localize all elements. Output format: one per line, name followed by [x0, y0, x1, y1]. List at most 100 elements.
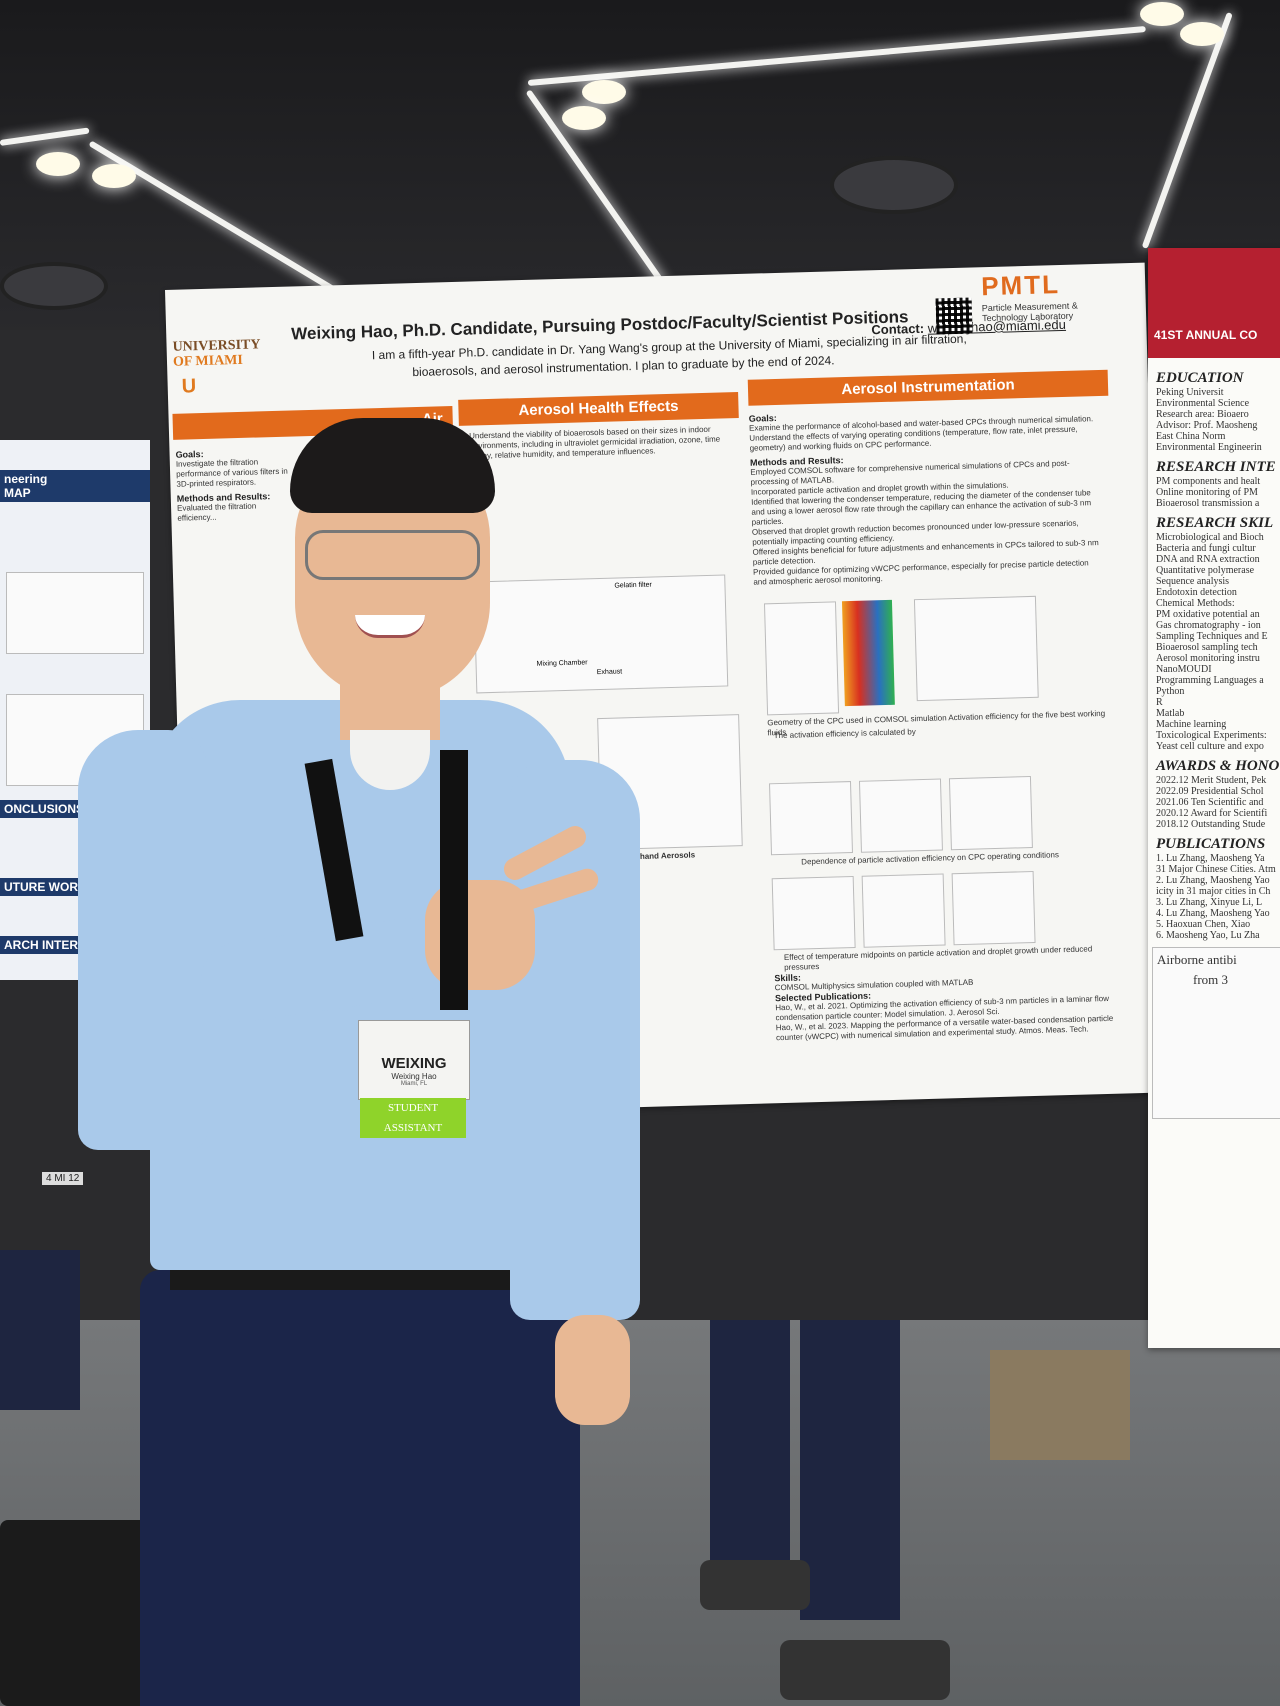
- right-poster-line: Quantitative polymerase: [1156, 565, 1255, 576]
- name-badge: WEIXING Weixing Hao Miami, FL: [358, 1020, 470, 1100]
- right-poster-line: Endotoxin detection: [1156, 587, 1237, 598]
- sneaker: [700, 1560, 810, 1610]
- right-poster-section-title: PUBLICATIONS: [1156, 836, 1266, 852]
- right-poster-section-title: RESEARCH INTE: [1156, 459, 1276, 475]
- right-poster-line: Bioaerosol sampling tech: [1156, 642, 1258, 653]
- right-poster-line: Yeast cell culture and expo: [1156, 741, 1264, 752]
- right-poster-line: 2020.12 Award for Scientifi: [1156, 808, 1268, 819]
- right-poster-line: Programming Languages a: [1156, 675, 1264, 686]
- right-poster-line: Toxicological Experiments:: [1156, 730, 1267, 741]
- right-poster-line: Peking Universit: [1156, 387, 1224, 398]
- right-poster-line: East China Norm: [1156, 431, 1226, 442]
- right-poster-line: Research area: Bioaero: [1156, 409, 1249, 420]
- right-poster-line: 2. Lu Zhang, Maosheng Yao: [1156, 875, 1270, 886]
- right-poster-line: PM oxidative potential an: [1156, 609, 1260, 620]
- person-pants: [140, 1270, 580, 1706]
- operating-conditions-plot: [948, 776, 1033, 851]
- setup-label-exhaust: Exhaust: [596, 668, 623, 677]
- activation-efficiency-plot: [913, 595, 1039, 702]
- middle-column-text: Understand the viability of bioaerosols …: [469, 424, 740, 462]
- university-line1: UNIVERSITY: [172, 337, 261, 355]
- right-poster-line: Gas chromatography - ion: [1156, 620, 1261, 631]
- badge-location: Miami, FL: [400, 1081, 428, 1087]
- right-poster-line: 2018.12 Outstanding Stude: [1156, 819, 1266, 830]
- right-poster-line: Bioaerosol transmission a: [1156, 498, 1260, 509]
- badge-ribbon: STUDENT ASSISTANT: [360, 1098, 466, 1138]
- temperature-plot: [861, 873, 946, 948]
- figure-title-line2: from 3: [1193, 972, 1229, 987]
- right-poster-line: Microbiological and Bioch: [1156, 532, 1264, 543]
- right-poster-line: Aerosol monitoring instru: [1156, 653, 1260, 664]
- left-poster-chart: [6, 572, 144, 654]
- ceiling-spotlight: [562, 106, 606, 130]
- qr-code: [935, 297, 973, 335]
- cpc-geometry-figure: [763, 601, 840, 716]
- person-left-arm: [78, 730, 208, 1150]
- right-poster-line: 2022.12 Merit Student, Pek: [1156, 775, 1267, 786]
- contact-label: Contact:: [871, 320, 925, 338]
- ceiling-spotlight: [1140, 2, 1184, 26]
- right-poster-line: 1. Lu Zhang, Maosheng Ya: [1156, 853, 1265, 864]
- conference-banner: 41ST ANNUAL CO: [1148, 248, 1280, 358]
- figure-title-line1: Airborne antibi: [1157, 952, 1237, 967]
- ceiling-spotlight: [92, 164, 136, 188]
- setup-label-gelatin-filter: Gelatin filter: [614, 581, 652, 590]
- lab-name: Particle Measurement & Technology Labora…: [982, 301, 1079, 324]
- banner-aerosol-instrumentation: Aerosol Instrumentation: [747, 369, 1109, 406]
- experimental-setup-diagram: Mixing Chamber Gelatin filter Exhaust: [473, 574, 729, 694]
- university-u-logo: U: [181, 375, 197, 398]
- left-poster-header-line1: neering: [4, 472, 48, 486]
- cpc-simulation-heatmap: [841, 599, 895, 707]
- right-poster-line: R: [1156, 697, 1163, 708]
- university-wordmark: UNIVERSITY OF MIAMI: [172, 337, 261, 369]
- right-poster-line: 4. Lu Zhang, Maosheng Yao: [1156, 908, 1270, 919]
- operating-conditions-plot: [769, 781, 853, 856]
- background-person-legs: [800, 1320, 900, 1620]
- right-poster-line: Python: [1156, 686, 1185, 697]
- middle-goals-text: Understand the viability of bioaerosols …: [469, 424, 721, 461]
- right-poster-line: 3. Lu Zhang, Xinyue Li, L: [1156, 897, 1263, 908]
- person-hair: [290, 418, 495, 513]
- left-goals-text: Investigate the filtration performance o…: [175, 457, 288, 489]
- right-poster-line: DNA and RNA extraction: [1156, 554, 1260, 565]
- right-poster-sections: EDUCATION Peking Universit Environmental S…: [1148, 358, 1280, 941]
- right-poster-line: icity in 31 major cities in Ch: [1156, 886, 1271, 897]
- right-poster-line: 6. Maosheng Yao, Lu Zha: [1156, 930, 1260, 941]
- right-poster-section-title: RESEARCH SKIL: [1156, 515, 1274, 531]
- right-poster-line: Environmental Engineerin: [1156, 442, 1262, 453]
- left-column-text: Goals: Investigate the filtration perfor…: [175, 446, 297, 523]
- banner-aerosol-health-effects: Aerosol Health Effects: [458, 392, 739, 426]
- ceiling-spotlight: [36, 152, 80, 176]
- right-poster-line: 2021.06 Ten Scientific and: [1156, 797, 1264, 808]
- temperature-plot: [771, 876, 856, 951]
- operating-conditions-plot: [858, 778, 943, 853]
- left-methods-text: Evaluated the filtration efficiency...: [176, 501, 257, 523]
- sneaker: [780, 1640, 950, 1700]
- ceiling-spotlight: [1180, 22, 1224, 46]
- temperature-plot: [951, 870, 1036, 946]
- left-poster-header: neering MAP: [0, 470, 150, 502]
- right-poster-line: NanoMOUDI: [1156, 664, 1212, 675]
- right-poster-line: Advisor: Prof. Maosheng: [1156, 420, 1258, 431]
- ceiling-vent: [830, 156, 958, 214]
- setup-label-mixing-chamber: Mixing Chamber: [536, 659, 588, 668]
- conference-title: 41ST ANNUAL CO: [1154, 328, 1258, 342]
- person-right-hand: [555, 1315, 630, 1425]
- person-smile: [355, 615, 425, 638]
- right-poster-line: 31 Major Chinese Cities. Atm: [1156, 864, 1276, 875]
- right-poster-section-title: AWARDS & HONO: [1156, 758, 1280, 774]
- background-person-legs: [710, 1320, 790, 1560]
- right-poster-line: Sampling Techniques and E: [1156, 631, 1268, 642]
- booth-number-tag: 4 MI 12: [42, 1172, 84, 1185]
- right-poster-line: Sequence analysis: [1156, 576, 1230, 587]
- badge-first-name: WEIXING: [381, 1055, 447, 1072]
- right-poster-line: Matlab: [1156, 708, 1185, 719]
- university-line2: OF MIAMI: [172, 352, 244, 370]
- right-column-text: Goals: Examine the performance of alcoho…: [749, 404, 1104, 588]
- antibiotic-resistance-figure: Airborne antibi from 3: [1152, 947, 1280, 1119]
- right-poster-line: Chemical Methods:: [1156, 598, 1235, 609]
- ceiling-spotlight: [582, 80, 626, 104]
- lab-logo: PMTL: [980, 269, 1061, 302]
- background-person-legs: [0, 1250, 80, 1410]
- right-poster: 41ST ANNUAL CO EDUCATION Peking Universit…: [1148, 248, 1280, 1348]
